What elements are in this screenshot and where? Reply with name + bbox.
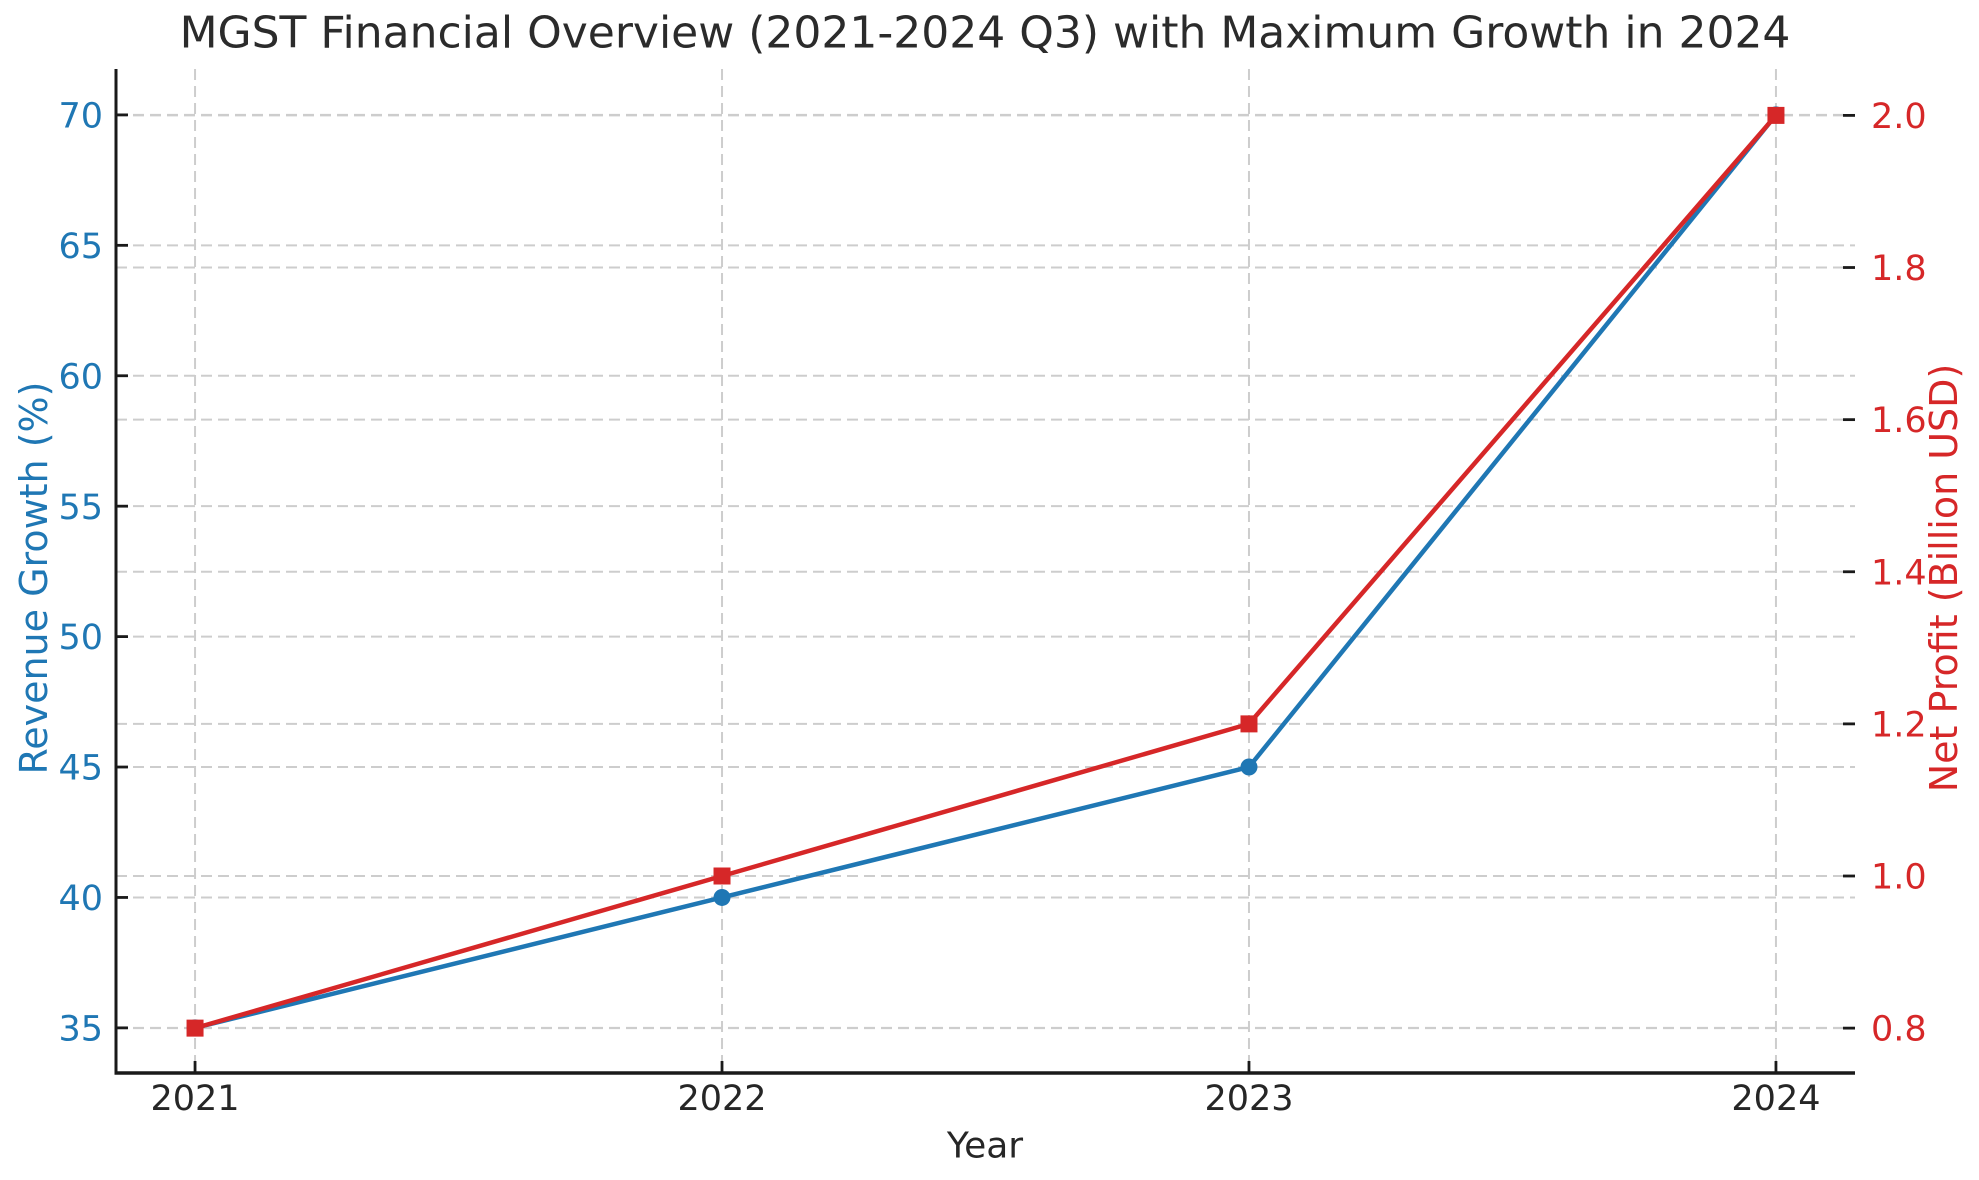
left-tick-label: 70 <box>58 97 103 137</box>
x-tick-label: 2024 <box>1731 1079 1820 1119</box>
left-tick-label: 50 <box>58 618 103 658</box>
left-tick-label: 60 <box>58 357 103 397</box>
left-tick-label: 65 <box>58 227 103 267</box>
x-tick-label: 2022 <box>677 1079 766 1119</box>
right-tick-label: 0.8 <box>1871 1010 1927 1050</box>
data-point-square <box>1767 106 1785 124</box>
right-tick-label: 2.0 <box>1871 97 1927 137</box>
right-tick-label: 1.8 <box>1871 249 1927 289</box>
right-tick-label: 1.6 <box>1871 401 1927 441</box>
chart-title: MGST Financial Overview (2021-2024 Q3) w… <box>179 7 1791 59</box>
left-tick-label: 35 <box>58 1009 103 1049</box>
series-line-0 <box>192 112 1779 1031</box>
right-tick-label: 1.0 <box>1871 858 1927 898</box>
data-point-circle <box>713 888 731 906</box>
left-tick-label: 55 <box>58 488 103 528</box>
series-line-1 <box>192 113 1779 1031</box>
left-tick-label: 45 <box>58 749 103 789</box>
right-tick-label: 1.4 <box>1871 553 1927 593</box>
data-point-circle <box>1240 758 1258 776</box>
data-point-square <box>713 867 731 885</box>
x-tick-label: 2021 <box>151 1079 240 1119</box>
left-tick-label: 40 <box>58 879 103 919</box>
data-point-square <box>186 1019 204 1037</box>
x-axis-title: Year <box>946 1125 1024 1167</box>
x-tick-label: 2023 <box>1204 1079 1293 1119</box>
data-point-square <box>1240 715 1258 733</box>
right-tick-label: 1.2 <box>1871 705 1927 745</box>
